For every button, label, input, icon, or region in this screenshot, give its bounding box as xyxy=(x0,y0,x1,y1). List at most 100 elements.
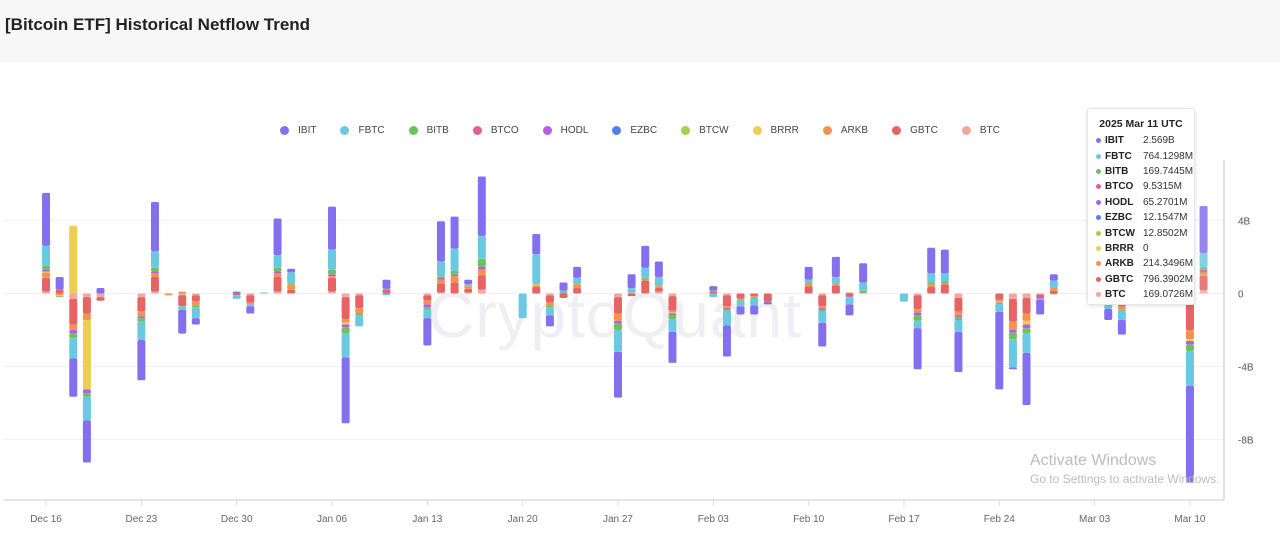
bar-segment-arkb[interactable] xyxy=(246,302,255,305)
bar-segment-hodl[interactable] xyxy=(954,315,963,318)
bar-segment-arkb[interactable] xyxy=(1185,330,1194,340)
bar-segment-bitb[interactable] xyxy=(477,258,486,267)
bar-segment-btc[interactable] xyxy=(69,293,78,299)
bar-segment-ibit[interactable] xyxy=(341,357,350,424)
bar-segment-fbtc[interactable] xyxy=(995,303,1004,312)
bar-segment-bitb[interactable] xyxy=(927,282,936,285)
bar-segment-fbtc[interactable] xyxy=(450,248,459,271)
bar-segment-arkb[interactable] xyxy=(613,313,622,321)
bar-segment-arkb[interactable] xyxy=(1199,271,1208,276)
bar-segment-fbtc[interactable] xyxy=(436,261,445,277)
bar-segment-btc[interactable] xyxy=(1036,293,1045,295)
bar-segment-fbtc[interactable] xyxy=(627,287,636,293)
bar-segment-hodl[interactable] xyxy=(273,271,282,274)
bar-segment-ibit[interactable] xyxy=(818,322,827,347)
legend-item-btc[interactable]: BTC xyxy=(961,125,1000,136)
bar-segment-bitb[interactable] xyxy=(450,270,459,275)
bar-segment-btc[interactable] xyxy=(423,293,432,296)
bar-segment-ibit[interactable] xyxy=(927,247,936,274)
bar-segment-fbtc[interactable] xyxy=(927,273,936,283)
bar-segment-ibit[interactable] xyxy=(613,351,622,398)
bar-segment-ibit[interactable] xyxy=(668,331,677,363)
bar-segment-gbtc[interactable] xyxy=(613,297,622,314)
bar-segment-ibit[interactable] xyxy=(559,282,568,291)
bar-segment-arkb[interactable] xyxy=(328,276,337,278)
bar-segment-btc[interactable] xyxy=(82,293,91,298)
bar-segment-gbtc[interactable] xyxy=(96,297,105,301)
bar-segment-fbtc[interactable] xyxy=(559,290,568,293)
bar-segment-bitb[interactable] xyxy=(1117,309,1126,311)
bar-segment-bitb[interactable] xyxy=(1049,293,1058,295)
bar-segment-ibit[interactable] xyxy=(750,305,759,315)
bar-segment-fbtc[interactable] xyxy=(382,293,391,296)
legend-item-bitb[interactable]: BITB xyxy=(408,125,449,136)
bar-segment-bitb[interactable] xyxy=(831,283,840,285)
bar-segment-ibit[interactable] xyxy=(464,279,473,285)
bar-segment-hodl[interactable] xyxy=(477,266,486,270)
bar-segment-bitb[interactable] xyxy=(573,283,582,285)
bar-segment-fbtc[interactable] xyxy=(954,319,963,332)
bar-segment-gbtc[interactable] xyxy=(627,293,636,297)
bar-segment-fbtc[interactable] xyxy=(1117,310,1126,320)
bar-segment-gbtc[interactable] xyxy=(150,276,159,292)
bar-segment-fbtc[interactable] xyxy=(1049,280,1058,288)
bar-segment-arkb[interactable] xyxy=(804,283,813,287)
bar-segment-arkb[interactable] xyxy=(668,310,677,313)
bar-segment-fbtc[interactable] xyxy=(1199,252,1208,267)
bar-segment-arkb[interactable] xyxy=(831,284,840,286)
bar-segment-hodl[interactable] xyxy=(436,277,445,280)
bar-segment-fbtc[interactable] xyxy=(259,292,268,294)
bar-segment-ibit[interactable] xyxy=(137,340,146,381)
bar-segment-bitb[interactable] xyxy=(69,333,78,339)
bar-segment-arkb[interactable] xyxy=(355,308,364,314)
bar-segment-btco[interactable] xyxy=(1199,270,1208,271)
bar-segment-btc[interactable] xyxy=(1022,293,1031,299)
bar-segment-brrr[interactable] xyxy=(1185,339,1194,341)
bar-segment-bitb[interactable] xyxy=(42,266,51,270)
legend-item-hodl[interactable]: HODL xyxy=(542,125,588,136)
bar-segment-arkb[interactable] xyxy=(750,296,759,298)
bar-segment-hodl[interactable] xyxy=(450,274,459,277)
bar-segment-btc[interactable] xyxy=(246,293,255,296)
bar-segment-fbtc[interactable] xyxy=(613,330,622,352)
bar-segment-fbtc[interactable] xyxy=(341,333,350,358)
bar-segment-brrr[interactable] xyxy=(341,322,350,325)
bar-segment-fbtc[interactable] xyxy=(273,255,282,268)
bar-segment-bitb[interactable] xyxy=(436,276,445,278)
bar-segment-fbtc[interactable] xyxy=(818,311,827,323)
bar-segment-hodl[interactable] xyxy=(995,302,1004,304)
bar-segment-arkb[interactable] xyxy=(859,292,868,294)
bar-segment-gbtc[interactable] xyxy=(436,283,445,293)
bar-segment-bitb[interactable] xyxy=(859,290,868,293)
bar-segment-fbtc[interactable] xyxy=(532,254,541,284)
bar-segment-gbtc[interactable] xyxy=(1022,298,1031,314)
bar-segment-gbtc[interactable] xyxy=(1199,275,1208,291)
bar-segment-gbtc[interactable] xyxy=(845,293,854,297)
bar-segment-gbtc[interactable] xyxy=(137,297,146,312)
bar-segment-arkb[interactable] xyxy=(464,286,473,289)
bar-segment-brrr[interactable] xyxy=(532,284,541,286)
bar-segment-hodl[interactable] xyxy=(69,330,78,334)
bar-segment-ibit[interactable] xyxy=(831,256,840,277)
bar-segment-arkb[interactable] xyxy=(477,269,486,276)
bar-segment-fbtc[interactable] xyxy=(545,307,554,316)
bar-segment-gbtc[interactable] xyxy=(709,291,718,294)
bar-segment-fbtc[interactable] xyxy=(69,338,78,359)
bar-segment-btc[interactable] xyxy=(668,293,677,297)
bar-segment-gbtc[interactable] xyxy=(232,293,241,296)
bar-segment-bitb[interactable] xyxy=(273,267,282,272)
bar-segment-brrr[interactable] xyxy=(69,225,78,294)
bar-segment-ibit[interactable] xyxy=(845,304,854,316)
bar-segment-gbtc[interactable] xyxy=(1036,294,1045,299)
bar-segment-hodl[interactable] xyxy=(82,389,91,394)
bar-segment-gbtc[interactable] xyxy=(273,276,282,292)
bar-segment-arkb[interactable] xyxy=(341,319,350,323)
bar-segment-arkb[interactable] xyxy=(436,279,445,284)
bar-segment-ibit[interactable] xyxy=(232,291,241,294)
bar-segment-bitb[interactable] xyxy=(82,393,91,397)
bar-segment-ibit[interactable] xyxy=(287,268,296,273)
bar-segment-hodl[interactable] xyxy=(423,304,432,308)
bar-segment-fbtc[interactable] xyxy=(464,284,473,287)
bar-segment-hodl[interactable] xyxy=(668,313,677,316)
